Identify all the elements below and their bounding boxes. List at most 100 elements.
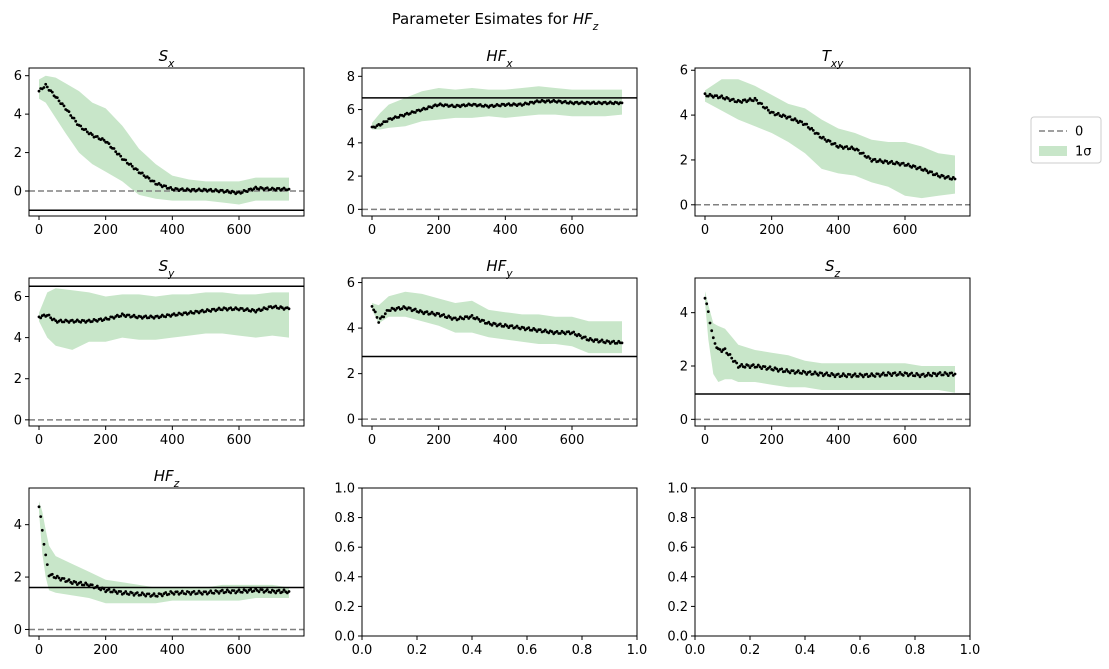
estimate-point xyxy=(377,321,381,324)
estimate-point xyxy=(620,341,624,345)
estimate-point xyxy=(144,314,148,318)
subplot-7: 0 200 400 600 0 2 4 HFz xyxy=(14,467,305,658)
estimate-point xyxy=(906,162,910,166)
estimate-point xyxy=(139,593,143,597)
plot-area xyxy=(362,291,637,420)
estimate-point xyxy=(252,309,256,312)
sigma-band xyxy=(39,501,289,604)
estimate-point xyxy=(277,307,281,310)
estimate-point xyxy=(763,365,767,368)
estimate-point xyxy=(550,330,554,334)
x-tick-label: 0.8 xyxy=(905,643,926,658)
estimate-point xyxy=(785,368,789,371)
estimate-point xyxy=(175,590,179,594)
estimate-point xyxy=(69,114,73,117)
estimate-point xyxy=(408,112,412,115)
x-tick-label: 0.0 xyxy=(685,643,706,658)
estimate-point xyxy=(254,310,258,314)
estimate-point xyxy=(890,374,894,377)
estimate-point xyxy=(607,340,611,343)
estimate-point xyxy=(87,318,91,322)
estimate-point xyxy=(57,99,61,103)
estimate-point xyxy=(870,372,874,376)
estimate-point xyxy=(430,106,434,109)
estimate-point xyxy=(287,307,291,311)
estimate-point xyxy=(510,324,514,328)
estimate-point xyxy=(244,589,248,592)
estimate-point xyxy=(269,591,273,594)
y-tick-label: 1.0 xyxy=(334,482,355,497)
estimate-point xyxy=(192,311,196,315)
estimate-point xyxy=(370,305,374,308)
estimate-point xyxy=(99,588,103,592)
estimate-point xyxy=(733,359,737,363)
estimate-point xyxy=(62,577,66,580)
estimate-point xyxy=(119,154,123,158)
subplot-title: Sx xyxy=(159,47,176,70)
estimate-point xyxy=(257,590,261,594)
estimate-point xyxy=(853,372,857,376)
estimate-point xyxy=(465,315,469,319)
estimate-point xyxy=(192,187,196,191)
estimate-point xyxy=(225,588,229,592)
estimate-point xyxy=(933,372,937,375)
estimate-point xyxy=(881,161,885,165)
estimate-point xyxy=(147,316,151,320)
estimate-point xyxy=(775,367,779,371)
estimate-point xyxy=(107,142,111,146)
estimate-point xyxy=(232,589,236,592)
estimate-point xyxy=(708,321,712,325)
estimate-point xyxy=(896,161,900,165)
estimate-point xyxy=(783,370,787,373)
estimate-point xyxy=(878,158,882,162)
estimate-point xyxy=(813,370,817,374)
estimate-point xyxy=(274,304,278,308)
estimate-point xyxy=(462,317,466,321)
axes-frame xyxy=(694,67,971,217)
x-tick-label: 200 xyxy=(93,433,118,448)
estimate-point xyxy=(518,327,522,331)
estimate-points xyxy=(37,304,291,324)
estimate-point xyxy=(950,177,954,181)
estimate-point xyxy=(245,591,249,594)
estimate-point xyxy=(160,594,164,598)
estimate-point xyxy=(117,152,121,156)
estimate-point xyxy=(703,92,707,96)
x-tick-label: 0 xyxy=(35,643,43,658)
y-tick-label: 2 xyxy=(680,360,688,375)
y-tick-label: 0.6 xyxy=(334,541,355,556)
estimate-point xyxy=(901,161,905,165)
estimate-point xyxy=(140,591,144,595)
estimate-point xyxy=(397,115,401,119)
estimate-point xyxy=(738,364,742,368)
estimate-point xyxy=(885,159,889,163)
estimate-point xyxy=(187,590,191,594)
plot-area xyxy=(29,75,304,211)
sigma-band xyxy=(372,291,622,354)
subplot-title: Sy xyxy=(159,257,176,280)
estimate-point xyxy=(861,151,865,155)
y-tick-label: 0.0 xyxy=(334,630,355,645)
estimate-point xyxy=(82,319,86,322)
y-tick-label: 0 xyxy=(680,413,688,428)
sigma-band xyxy=(705,79,955,199)
estimate-point xyxy=(164,315,168,319)
estimate-point xyxy=(124,590,128,593)
y-tick-label: 2 xyxy=(347,367,355,382)
estimate-point xyxy=(836,146,840,149)
y-tick-label: 0.8 xyxy=(667,511,688,526)
estimate-point xyxy=(505,324,509,328)
axes-frame xyxy=(361,277,638,427)
estimate-point xyxy=(277,187,281,190)
estimate-point xyxy=(265,588,269,591)
y-tick-label: 0.2 xyxy=(334,600,355,615)
estimate-point xyxy=(130,164,134,168)
estimate-point xyxy=(850,145,854,149)
estimate-point xyxy=(189,189,193,193)
x-tick-label: 0 xyxy=(35,223,43,238)
estimate-point xyxy=(112,588,116,592)
estimate-point xyxy=(535,330,539,333)
estimate-point xyxy=(938,371,942,374)
estimate-point xyxy=(758,365,762,369)
estimate-point xyxy=(860,373,864,377)
